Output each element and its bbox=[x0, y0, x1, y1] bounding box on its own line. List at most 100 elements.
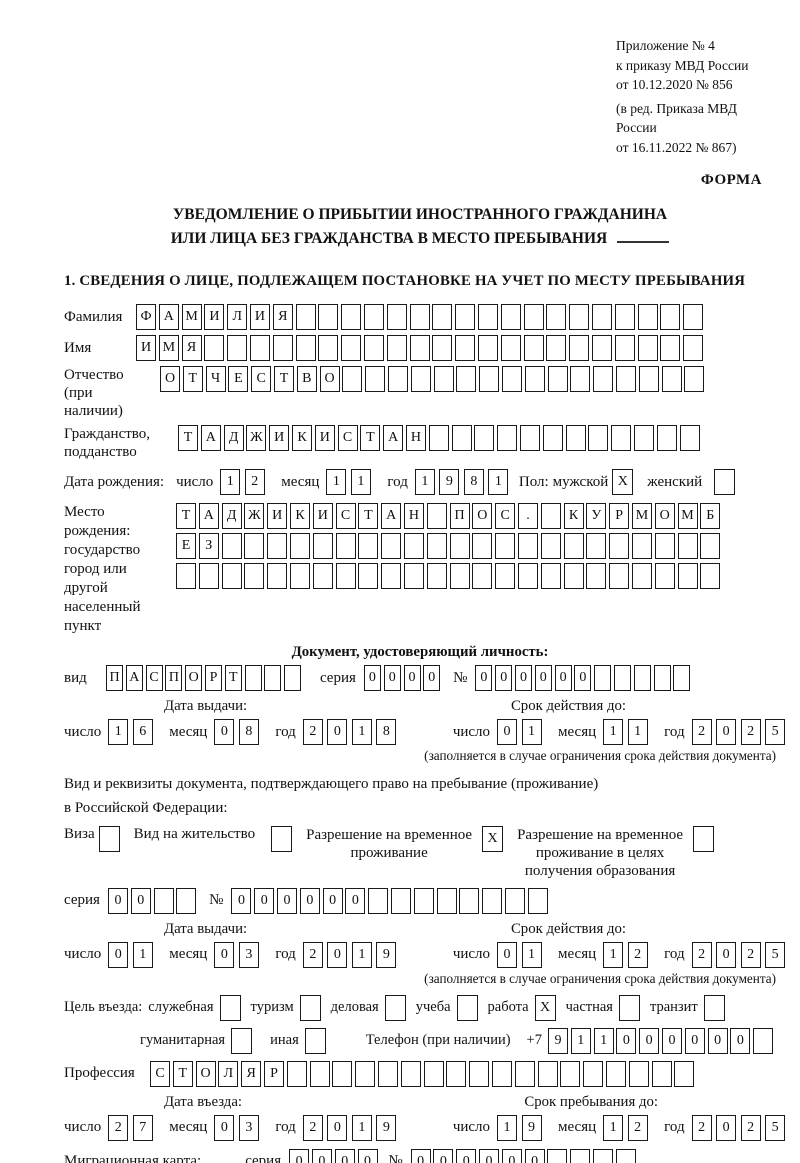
visa-checkbox[interactable] bbox=[98, 825, 120, 852]
char-cell[interactable]: 2 bbox=[691, 1114, 712, 1141]
char-cell[interactable]: Ч bbox=[205, 366, 226, 393]
char-cell[interactable] bbox=[456, 366, 477, 393]
char-cell[interactable] bbox=[673, 665, 691, 692]
char-cell[interactable] bbox=[500, 335, 521, 362]
char-cell[interactable]: 5 bbox=[765, 941, 786, 968]
char-cell[interactable] bbox=[500, 304, 521, 331]
char-cell[interactable] bbox=[472, 563, 493, 590]
female-checkbox[interactable] bbox=[714, 469, 736, 496]
char-cell[interactable] bbox=[335, 533, 356, 560]
char-cell[interactable]: Т bbox=[358, 503, 379, 530]
char-cell[interactable] bbox=[583, 1060, 604, 1087]
char-cell[interactable] bbox=[477, 335, 498, 362]
char-cell[interactable] bbox=[386, 335, 407, 362]
char-cell[interactable]: А bbox=[125, 665, 143, 692]
char-cell[interactable] bbox=[660, 304, 681, 331]
char-cell[interactable]: 0 bbox=[524, 1148, 545, 1163]
char-cell[interactable]: 0 bbox=[214, 1114, 235, 1141]
char-cell[interactable]: И bbox=[269, 425, 290, 452]
char-cell[interactable]: 2 bbox=[740, 1114, 761, 1141]
char-cell[interactable]: 0 bbox=[130, 887, 151, 914]
char-cell[interactable]: С bbox=[337, 425, 358, 452]
char-cell[interactable]: 3 bbox=[238, 941, 259, 968]
char-cell[interactable] bbox=[449, 533, 470, 560]
char-cell[interactable] bbox=[654, 533, 675, 560]
entry-date-cells[interactable]: число 2 7 месяц 0 3 год 2 0 1 9 bbox=[64, 1114, 401, 1141]
purpose-transit-checkbox[interactable] bbox=[703, 994, 725, 1021]
char-cell[interactable] bbox=[653, 665, 671, 692]
char-cell[interactable]: 0 bbox=[327, 941, 348, 968]
char-cell[interactable] bbox=[505, 887, 525, 914]
char-cell[interactable] bbox=[654, 563, 675, 590]
char-cell[interactable]: 2 bbox=[691, 719, 712, 746]
char-cell[interactable] bbox=[593, 1148, 613, 1163]
char-cell[interactable] bbox=[341, 335, 362, 362]
char-cell[interactable]: М bbox=[631, 503, 652, 530]
char-cell[interactable]: 0 bbox=[311, 1148, 332, 1163]
char-cell[interactable]: 5 bbox=[765, 719, 786, 746]
char-cell[interactable]: 0 bbox=[515, 665, 532, 692]
char-cell[interactable]: С bbox=[251, 366, 272, 393]
char-cell[interactable]: 0 bbox=[254, 887, 275, 914]
char-cell[interactable] bbox=[204, 335, 225, 362]
char-cell[interactable] bbox=[432, 304, 453, 331]
char-cell[interactable]: Д bbox=[223, 425, 244, 452]
char-cell[interactable]: 8 bbox=[376, 719, 397, 746]
char-cell[interactable]: 2 bbox=[691, 941, 712, 968]
char-cell[interactable] bbox=[540, 533, 561, 560]
char-cell[interactable] bbox=[403, 533, 424, 560]
char-cell[interactable]: 0 bbox=[716, 941, 737, 968]
char-cell[interactable] bbox=[409, 335, 430, 362]
char-cell[interactable] bbox=[519, 425, 540, 452]
doc-issue-date-cells[interactable]: число 1 6 месяц 0 8 год 2 0 1 8 bbox=[64, 719, 401, 746]
char-cell[interactable]: 2 bbox=[302, 719, 323, 746]
char-cell[interactable] bbox=[611, 425, 632, 452]
char-cell[interactable]: 0 bbox=[423, 665, 441, 692]
char-cell[interactable] bbox=[569, 304, 590, 331]
char-cell[interactable] bbox=[386, 304, 407, 331]
char-cell[interactable] bbox=[631, 533, 652, 560]
stay-until-cells[interactable]: число 1 9 месяц 1 2 год 2 0 2 5 bbox=[453, 1114, 790, 1141]
char-cell[interactable] bbox=[455, 335, 476, 362]
char-cell[interactable]: И bbox=[136, 335, 156, 362]
char-cell[interactable] bbox=[451, 425, 472, 452]
char-cell[interactable] bbox=[660, 335, 681, 362]
char-cell[interactable]: 0 bbox=[299, 887, 320, 914]
char-cell[interactable] bbox=[264, 665, 282, 692]
char-cell[interactable] bbox=[381, 533, 402, 560]
char-cell[interactable]: 0 bbox=[107, 887, 128, 914]
char-cell[interactable] bbox=[491, 1060, 512, 1087]
char-cell[interactable]: . bbox=[517, 503, 538, 530]
char-cell[interactable] bbox=[295, 335, 316, 362]
char-cell[interactable] bbox=[523, 304, 544, 331]
char-cell[interactable] bbox=[542, 425, 563, 452]
char-cell[interactable]: 0 bbox=[684, 1027, 705, 1054]
char-cell[interactable]: 2 bbox=[740, 719, 761, 746]
char-cell[interactable] bbox=[289, 533, 310, 560]
char-cell[interactable] bbox=[358, 533, 379, 560]
char-cell[interactable]: 1 bbox=[593, 1027, 614, 1054]
char-cell[interactable]: 2 bbox=[627, 1114, 648, 1141]
char-cell[interactable] bbox=[638, 366, 659, 393]
char-cell[interactable] bbox=[482, 887, 503, 914]
char-cell[interactable]: Д bbox=[221, 503, 242, 530]
char-cell[interactable] bbox=[365, 366, 386, 393]
char-cell[interactable]: 0 bbox=[357, 1148, 378, 1163]
char-cell[interactable] bbox=[591, 304, 612, 331]
char-cell[interactable]: 9 bbox=[376, 1114, 397, 1141]
char-cell[interactable]: 3 bbox=[238, 1114, 259, 1141]
char-cell[interactable] bbox=[547, 366, 568, 393]
char-cell[interactable]: 8 bbox=[463, 469, 484, 496]
char-cell[interactable]: 8 bbox=[238, 719, 259, 746]
char-cell[interactable]: 1 bbox=[414, 469, 435, 496]
char-cell[interactable]: З bbox=[198, 533, 219, 560]
char-cell[interactable] bbox=[753, 1027, 774, 1054]
char-cell[interactable]: А bbox=[381, 503, 402, 530]
char-cell[interactable] bbox=[428, 425, 449, 452]
char-cell[interactable]: Т bbox=[182, 366, 203, 393]
